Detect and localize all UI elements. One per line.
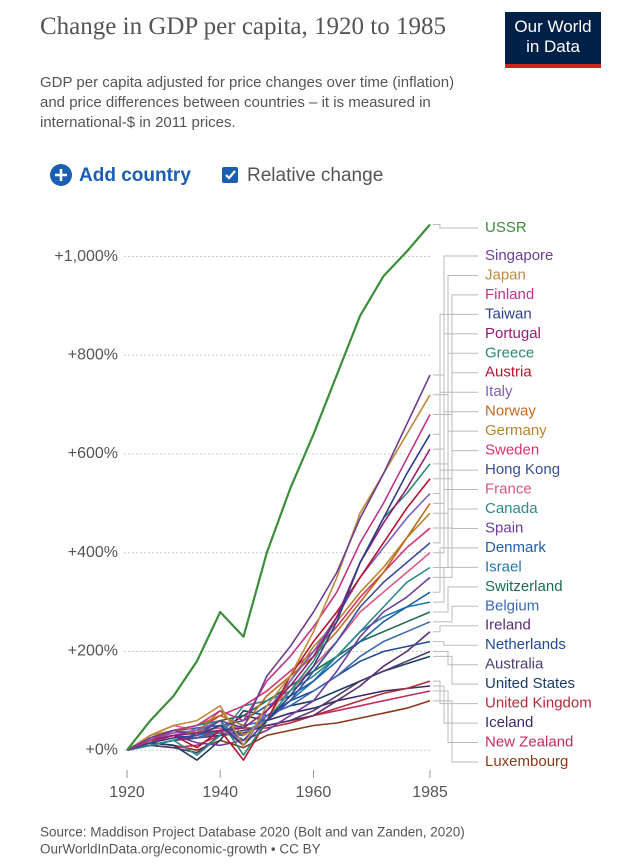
logo-bar	[505, 64, 601, 68]
label-connector	[433, 333, 478, 450]
chart-title: Change in GDP per capita, 1920 to 1985	[40, 13, 446, 40]
legend-label: Japan	[485, 266, 526, 283]
logo-box	[505, 12, 601, 68]
legend-label: Switzerland	[485, 578, 563, 595]
legend-label: Spain	[485, 519, 523, 536]
checkbox[interactable]	[222, 167, 238, 183]
label-connector	[433, 411, 478, 504]
series-line	[126, 700, 431, 751]
series-line	[126, 601, 431, 751]
legend-label: Denmark	[485, 539, 546, 556]
label-connector	[433, 223, 478, 229]
legend-label: Hong Kong	[485, 461, 560, 478]
legend-label: Germany	[485, 422, 547, 439]
label-connector	[433, 489, 478, 554]
label-connector	[433, 680, 478, 705]
label-connector	[433, 641, 478, 646]
label-connector	[433, 650, 478, 666]
legend-label: France	[485, 481, 532, 498]
label-connector	[433, 586, 478, 613]
label-connector	[433, 313, 478, 435]
label-connector	[433, 685, 478, 724]
label-connector	[433, 625, 478, 633]
legend-label: Sweden	[485, 442, 539, 459]
relative-change[interactable]: Relative change	[247, 165, 383, 186]
legend-label: Ireland	[485, 617, 531, 634]
plot: +0% +200% +400% +600% +800% +1,000% 1920 1940 19…	[54, 219, 591, 801]
label-connector	[433, 372, 478, 480]
legend-label: Austria	[485, 364, 532, 381]
x-tick-label: 1940	[202, 784, 238, 801]
legend-label: Iceland	[485, 714, 533, 731]
logo: Our World in Data	[514, 17, 591, 56]
legend-label: Norway	[485, 403, 536, 420]
legend-label: Finland	[485, 286, 534, 303]
add-plus	[55, 169, 67, 181]
legend-label: Netherlands	[485, 636, 566, 653]
series-line	[126, 492, 431, 751]
y-tick-label: +200%	[68, 643, 118, 660]
series-line	[126, 576, 431, 751]
source-link: OurWorldInData.org/economic-growth • CC …	[40, 842, 321, 857]
x-tick-label: 1960	[296, 784, 332, 801]
y-tick-label: +400%	[68, 544, 118, 561]
label-connector	[433, 605, 478, 623]
series-line	[126, 448, 431, 751]
legend-label: USSR	[485, 219, 527, 236]
label-connector	[433, 391, 478, 494]
label-connector	[433, 700, 478, 763]
add-country[interactable]: Add country	[79, 165, 191, 186]
legend-label: Belgium	[485, 597, 539, 614]
series-line	[126, 542, 431, 751]
series-line	[126, 374, 431, 751]
label-connector	[433, 527, 478, 578]
legend-label: United Kingdom	[485, 695, 592, 712]
legend-label: Greece	[485, 344, 534, 361]
legend-label: Australia	[485, 656, 544, 673]
x-tick-label: 1985	[412, 784, 448, 801]
y-tick-label: +1,000%	[54, 248, 118, 265]
y-tick-label: +800%	[68, 347, 118, 364]
series-line	[126, 414, 431, 751]
series-line	[126, 433, 431, 751]
label-connector	[433, 255, 478, 376]
legend-label: New Zealand	[485, 734, 573, 751]
legend-label: Luxembourg	[485, 753, 568, 770]
source: Source: Maddison Project Database 2020 (…	[40, 825, 465, 840]
legend-label: Canada	[485, 500, 538, 517]
series-line	[126, 223, 431, 751]
subtitle: GDP per capita adjusted for price change…	[40, 74, 454, 131]
legend-label: United States	[485, 675, 575, 692]
y-tick-label: +600%	[68, 445, 118, 462]
label-connector	[433, 547, 478, 593]
x-tick-label: 1920	[109, 784, 145, 801]
legend-label: Taiwan	[485, 305, 532, 322]
legend-label: Portugal	[485, 325, 541, 342]
label-connector	[433, 655, 478, 685]
label-connector	[433, 690, 478, 744]
legend-label: Singapore	[485, 247, 553, 264]
label-connector	[433, 469, 478, 544]
legend-label: Italy	[485, 383, 513, 400]
check	[225, 170, 236, 180]
y-tick-label: +0%	[86, 741, 118, 758]
label-connector	[433, 566, 478, 603]
label-connector	[433, 294, 478, 416]
legend-label: Israel	[485, 558, 522, 575]
